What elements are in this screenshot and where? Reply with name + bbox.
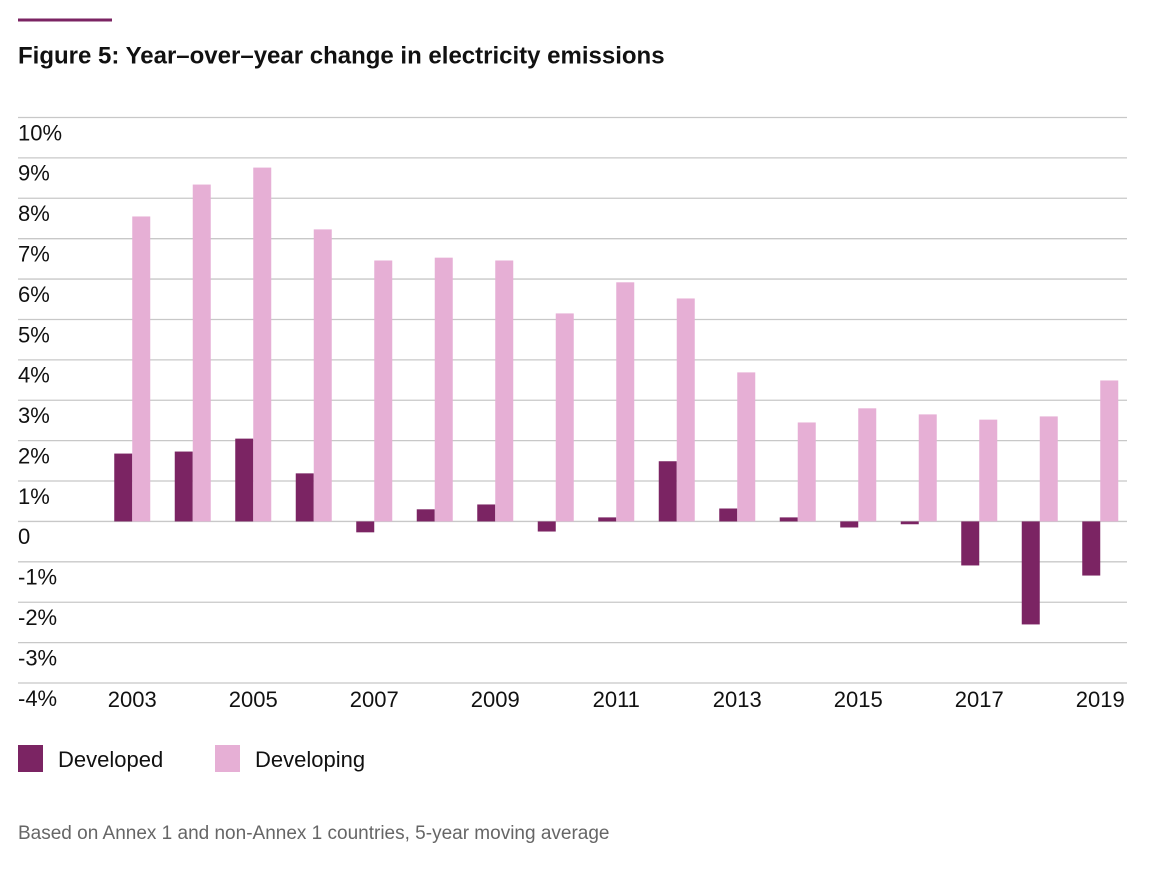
bar: [719, 508, 738, 522]
bar: [555, 313, 574, 522]
legend-swatch: [215, 745, 240, 772]
bar: [737, 372, 756, 522]
footnote: Based on Annex 1 and non-Annex 1 countri…: [18, 823, 610, 844]
x-tick-label: 2009: [471, 687, 520, 712]
bar: [840, 521, 859, 528]
bar: [253, 167, 272, 522]
y-tick-label: 8%: [18, 201, 50, 226]
bar: [1021, 521, 1040, 625]
x-tick-label: 2019: [1076, 687, 1125, 712]
bar: [174, 451, 193, 522]
bar: [495, 260, 514, 522]
y-tick-label: 10%: [18, 120, 62, 145]
bar: [192, 184, 211, 522]
x-tick-label: 2007: [350, 687, 399, 712]
bar: [114, 453, 133, 522]
bar: [900, 521, 919, 525]
legend-label: Developing: [255, 747, 365, 772]
chart-title: Figure 5: Year–over–year change in elect…: [18, 42, 665, 69]
y-tick-label: 9%: [18, 161, 50, 186]
x-tick-label: 2005: [229, 687, 278, 712]
y-tick-label: 3%: [18, 403, 50, 428]
y-tick-label: 4%: [18, 363, 50, 388]
bar: [979, 419, 998, 522]
bar: [797, 422, 816, 522]
x-tick-label: 2013: [713, 687, 762, 712]
x-tick-label: 2003: [108, 687, 157, 712]
bar: [676, 298, 695, 522]
bar: [598, 517, 617, 522]
bar: [1039, 416, 1058, 522]
y-tick-label: -1%: [18, 565, 57, 590]
bar: [356, 521, 375, 533]
bar: [374, 260, 393, 522]
bar: [235, 438, 254, 522]
bar: [416, 509, 435, 522]
bar: [477, 504, 496, 522]
y-tick-label: 0: [18, 524, 30, 549]
y-tick-label: 6%: [18, 282, 50, 307]
bar: [132, 216, 151, 522]
legend-label: Developed: [58, 747, 163, 772]
bar: [295, 473, 314, 522]
y-tick-label: -4%: [18, 686, 57, 711]
y-tick-label: -2%: [18, 605, 57, 630]
bar: [961, 521, 980, 566]
x-tick-label: 2017: [955, 687, 1004, 712]
x-tick-label: 2015: [834, 687, 883, 712]
bar: [779, 517, 798, 522]
y-tick-label: 5%: [18, 322, 50, 347]
bar: [858, 408, 877, 522]
y-tick-label: 1%: [18, 484, 50, 509]
bar: [434, 257, 453, 522]
y-tick-label: -3%: [18, 645, 57, 670]
bar: [1082, 521, 1101, 576]
bar: [918, 414, 937, 522]
legend-swatch: [18, 745, 43, 772]
bar: [313, 229, 332, 522]
bar: [1100, 380, 1119, 522]
x-tick-label: 2011: [593, 687, 640, 712]
y-tick-label: 2%: [18, 443, 50, 468]
y-tick-label: 7%: [18, 241, 50, 266]
bar: [537, 521, 556, 532]
bar: [658, 461, 677, 522]
bar: [616, 282, 635, 522]
